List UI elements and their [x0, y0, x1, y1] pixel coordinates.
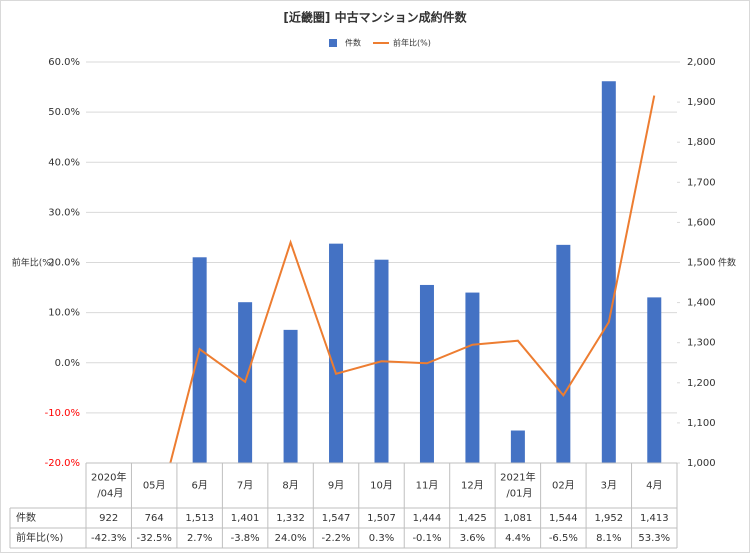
table-value: 1,401 — [231, 513, 260, 524]
table-value: -0.1% — [412, 533, 441, 544]
table-value: -3.8% — [231, 533, 260, 544]
bar — [419, 284, 434, 463]
table-value: 2.7% — [187, 533, 212, 544]
table-value: 764 — [145, 513, 164, 524]
y-axis-title: 前年比(%) — [12, 257, 55, 269]
table-value: 1,332 — [276, 513, 305, 524]
bar — [283, 329, 298, 463]
bar — [601, 81, 616, 463]
y2-axis-title: 件数 — [718, 257, 736, 269]
table-value: -6.5% — [549, 533, 578, 544]
table-value: 1,413 — [640, 513, 669, 524]
bar — [510, 430, 525, 463]
y-tick-label: 60.0% — [48, 57, 80, 68]
bar — [465, 292, 480, 463]
bar — [556, 244, 571, 463]
y2-tick-label: 1,900 — [687, 97, 716, 108]
legend-label: 前年比(%) — [393, 38, 431, 48]
table-value: 1,513 — [185, 513, 214, 524]
table-value: 53.3% — [638, 533, 670, 544]
table-value: 0.3% — [369, 533, 394, 544]
x-tick-label: 02月 — [552, 480, 575, 492]
y2-tick-label: 1,100 — [687, 418, 716, 429]
x-tick-label: 9月 — [328, 480, 344, 492]
y-tick-label: 0.0% — [55, 358, 80, 369]
legend: 件数 前年比(%) — [329, 38, 431, 48]
x-tick-label: 2021年 /01月 — [500, 471, 535, 500]
table-value: 24.0% — [275, 533, 307, 544]
bar — [329, 243, 344, 463]
line — [169, 95, 656, 463]
table-value: 1,952 — [594, 513, 623, 524]
table-value: 3.6% — [460, 533, 485, 544]
y2-tick-label: 1,500 — [687, 258, 716, 269]
y2-tick-label: 1,300 — [687, 338, 716, 349]
y-tick-label: 10.0% — [48, 308, 80, 319]
table-value: 4.4% — [505, 533, 530, 544]
y2-tick-label: 1,600 — [687, 217, 716, 228]
bar — [192, 257, 207, 463]
y2-tick-label: 1,000 — [687, 458, 716, 469]
x-tick-label: 11月 — [416, 480, 439, 492]
table-value: 8.1% — [596, 533, 621, 544]
table-value: 1,425 — [458, 513, 487, 524]
y-tick-label: -20.0% — [45, 458, 80, 469]
x-tick-label: 12月 — [461, 480, 484, 492]
table-value: -32.5% — [136, 533, 171, 544]
table-value: -42.3% — [91, 533, 126, 544]
chart-title: [近畿圏] 中古マンション成約件数 — [283, 10, 467, 25]
table-row-header: 件数 — [16, 511, 36, 524]
y-tick-label: 20.0% — [48, 258, 80, 269]
plot-area — [169, 81, 662, 463]
table-value: 1,547 — [322, 513, 351, 524]
y2-tick-label: 1,400 — [687, 298, 716, 309]
y-tick-label: 40.0% — [48, 157, 80, 168]
x-tick-label: 6月 — [191, 480, 207, 492]
table-value: 1,081 — [504, 513, 533, 524]
y-tick-label: -10.0% — [45, 408, 80, 419]
table-value: 922 — [99, 513, 118, 524]
x-tick-label: 05月 — [143, 480, 166, 492]
x-tick-label: 8月 — [282, 480, 298, 492]
table-value: 1,507 — [367, 513, 396, 524]
y2-tick-label: 1,700 — [687, 177, 716, 188]
bar — [647, 297, 662, 463]
legend-swatch — [329, 39, 337, 47]
x-tick-label: 3月 — [601, 480, 617, 492]
y-tick-label: 50.0% — [48, 107, 80, 118]
x-tick-label: 7月 — [237, 480, 253, 492]
x-tick-label: 4月 — [646, 480, 662, 492]
table-value: -2.2% — [322, 533, 351, 544]
x-tick-label: 10月 — [370, 480, 393, 492]
table-row-header: 前年比(%) — [16, 531, 63, 544]
table-value: 1,444 — [413, 513, 442, 524]
y2-tick-label: 2,000 — [687, 57, 716, 68]
y2-tick-label: 1,200 — [687, 378, 716, 389]
y-tick-label: 30.0% — [48, 207, 80, 218]
y2-tick-label: 1,800 — [687, 137, 716, 148]
table-value: 1,544 — [549, 513, 578, 524]
legend-label: 件数 — [345, 38, 361, 48]
x-tick-label: 2020年 /04月 — [91, 471, 126, 500]
